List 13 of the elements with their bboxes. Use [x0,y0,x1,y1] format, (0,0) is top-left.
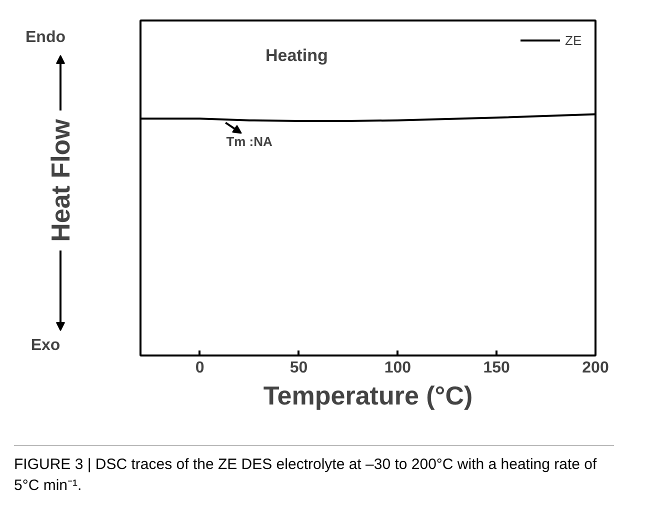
text: Exo [30,337,60,354]
x-tick-label: 100 [384,360,412,376]
y-axis-title: Heat Flow [46,118,76,242]
legend-label: ZE [565,32,583,48]
caption: FIGURE 3 | DSC traces of the ZE DES electrolyte at –30 to 200°C with a heating rate of 5°C min⁻¹. [14,455,598,496]
text: Heating [266,46,328,65]
x-tick-label: 50 [290,360,308,376]
x-tick-label: 200 [582,360,609,376]
text: Endo [26,29,66,46]
x-axis-title: Temperature (°C) [263,380,473,410]
x-tick-label: 0 [195,360,204,376]
annotation: Tm :NA [226,134,274,149]
x-tick-label: 150 [483,360,510,376]
